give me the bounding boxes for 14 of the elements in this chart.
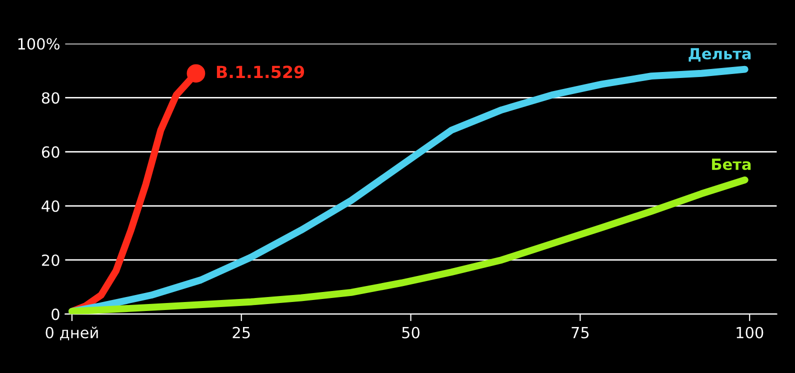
series-label: Бета — [712, 158, 751, 170]
x-tick-label: 0 дней — [46, 326, 98, 340]
x-tick-label: 25 — [232, 326, 250, 338]
x-tick-label: 75 — [572, 327, 589, 338]
series-label: B.1.1.529 — [216, 66, 304, 78]
y-tick-label: 60 — [42, 146, 60, 158]
series-label: Дельта — [688, 48, 751, 62]
y-tick-label: 40 — [42, 200, 60, 212]
y-tick-label: 0 — [52, 308, 60, 320]
x-tick-label: 50 — [402, 326, 420, 338]
y-tick-label: 100% — [18, 38, 60, 50]
y-tick-label: 80 — [42, 92, 60, 104]
x-tick-label: 100 — [736, 326, 764, 338]
y-tick-label: 20 — [42, 254, 60, 266]
